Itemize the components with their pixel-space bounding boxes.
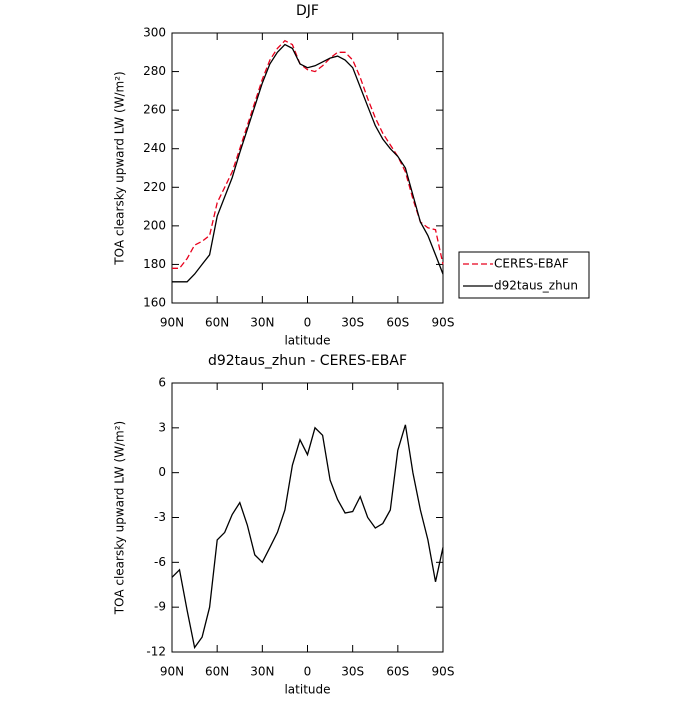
x-tick-label: 90N [160,665,184,679]
y-axis-label: TOA clearsky upward LW (W/m²) [113,71,127,265]
x-tick-label: 0 [304,665,312,679]
x-tick-label: 30N [250,316,274,330]
y-tick-label: 200 [143,218,166,232]
legend-label: d92taus_zhun [494,279,578,293]
legend-label: CERES-EBAF [494,257,569,271]
y-tick-label: -3 [154,510,166,524]
y-tick-label: 6 [158,376,166,390]
x-tick-label: 60N [205,665,229,679]
y-tick-label: -12 [146,645,166,659]
x-tick-label: 30S [341,316,364,330]
x-tick-label: 30N [250,665,274,679]
plot-frame [171,32,444,304]
y-tick-label: 0 [158,465,166,479]
y-tick-label: 160 [143,296,166,310]
plot-frame [171,382,444,653]
legend-box [458,251,590,299]
data-line [172,39,444,269]
x-tick-label: 90N [160,316,184,330]
y-axis-label: TOA clearsky upward LW (W/m²) [113,421,127,615]
y-tick-label: -9 [154,600,166,614]
chart-title: DJF [296,3,319,19]
y-tick-label: 180 [143,257,166,271]
y-tick-label: 280 [143,64,166,78]
x-tick-label: 30S [341,665,364,679]
x-tick-label: 90S [432,665,455,679]
y-tick-label: 300 [143,26,166,40]
x-tick-label: 90S [432,316,455,330]
x-tick-label: 60N [205,316,229,330]
data-line [171,424,444,650]
x-tick-label: 60S [386,316,409,330]
y-tick-label: 260 [143,103,166,117]
x-tick-label: 60S [386,665,409,679]
data-line [172,43,444,283]
y-tick-label: -6 [154,555,166,569]
y-tick-label: 3 [158,420,166,434]
x-tick-label: 0 [304,316,312,330]
y-tick-label: 240 [143,141,166,155]
y-tick-label: 220 [143,180,166,194]
x-axis-label: latitude [284,683,330,697]
x-axis-label: latitude [284,334,330,348]
chart-title: d92taus_zhun - CERES-EBAF [208,353,407,369]
